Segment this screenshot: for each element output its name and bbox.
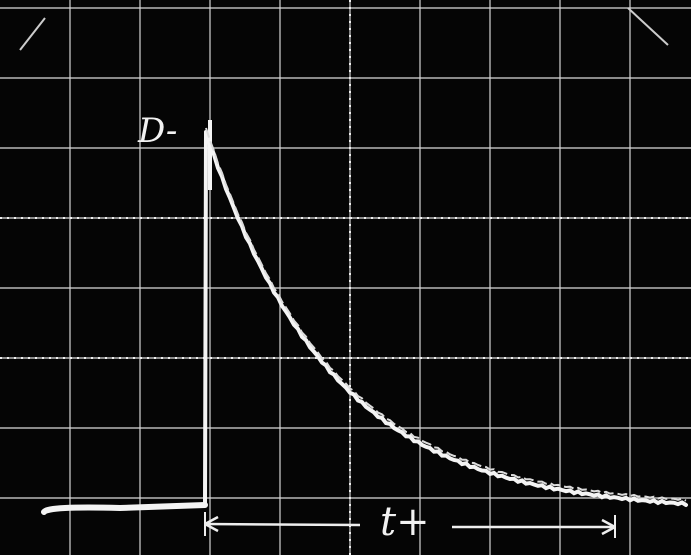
screen-background <box>0 0 691 555</box>
pulse-marker-label: D- <box>137 111 177 151</box>
time-label: t+ <box>380 499 430 545</box>
interval-line <box>205 524 360 525</box>
oscilloscope-screen: D- t+ <box>0 0 691 555</box>
page: D- t+ (() => { const data = JSON.parse(d… <box>0 0 691 555</box>
